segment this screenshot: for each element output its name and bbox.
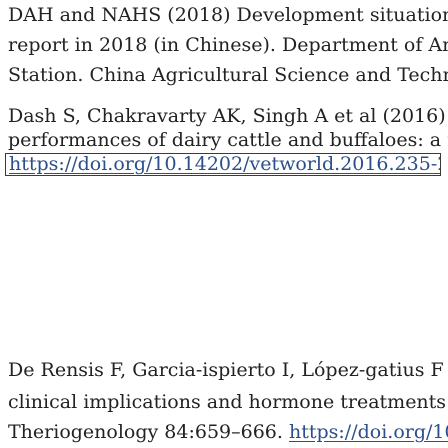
reference-1-line-2: report in 2018 (in Chinese). Department … [8, 34, 448, 56]
reference-2-line-2: performances of dairy cattle and buffalo… [8, 129, 448, 151]
reference-3-citation-text: Theriogenology 84:659–666. [8, 421, 289, 443]
reference-2-line-1: Dash S, Chakravarty AK, Singh A et al (2… [8, 105, 448, 127]
reference-3-line-3: Theriogenology 84:659–666. https://doi.o… [8, 420, 448, 444]
reference-1-line-1: DAH and NAHS (2018) Development situatio… [8, 4, 448, 26]
reference-3-line-1: De Rensis F, Garcia-ispierto I, López-ga… [8, 359, 448, 381]
doi-link-highlight-box[interactable]: https://doi.org/10.14202/vetworld.2016.2… [5, 153, 441, 176]
reference-2-doi-link[interactable]: https://doi.org/10.14202/vetworld.2016.2… [9, 153, 441, 175]
reference-3-line-2: clinical implications and hormone treatm… [8, 391, 448, 413]
reference-1-line-3: Station. China Agricultural Science and … [8, 64, 448, 86]
reference-3-doi-link[interactable]: https://doi.org/10.10 [288, 421, 448, 443]
